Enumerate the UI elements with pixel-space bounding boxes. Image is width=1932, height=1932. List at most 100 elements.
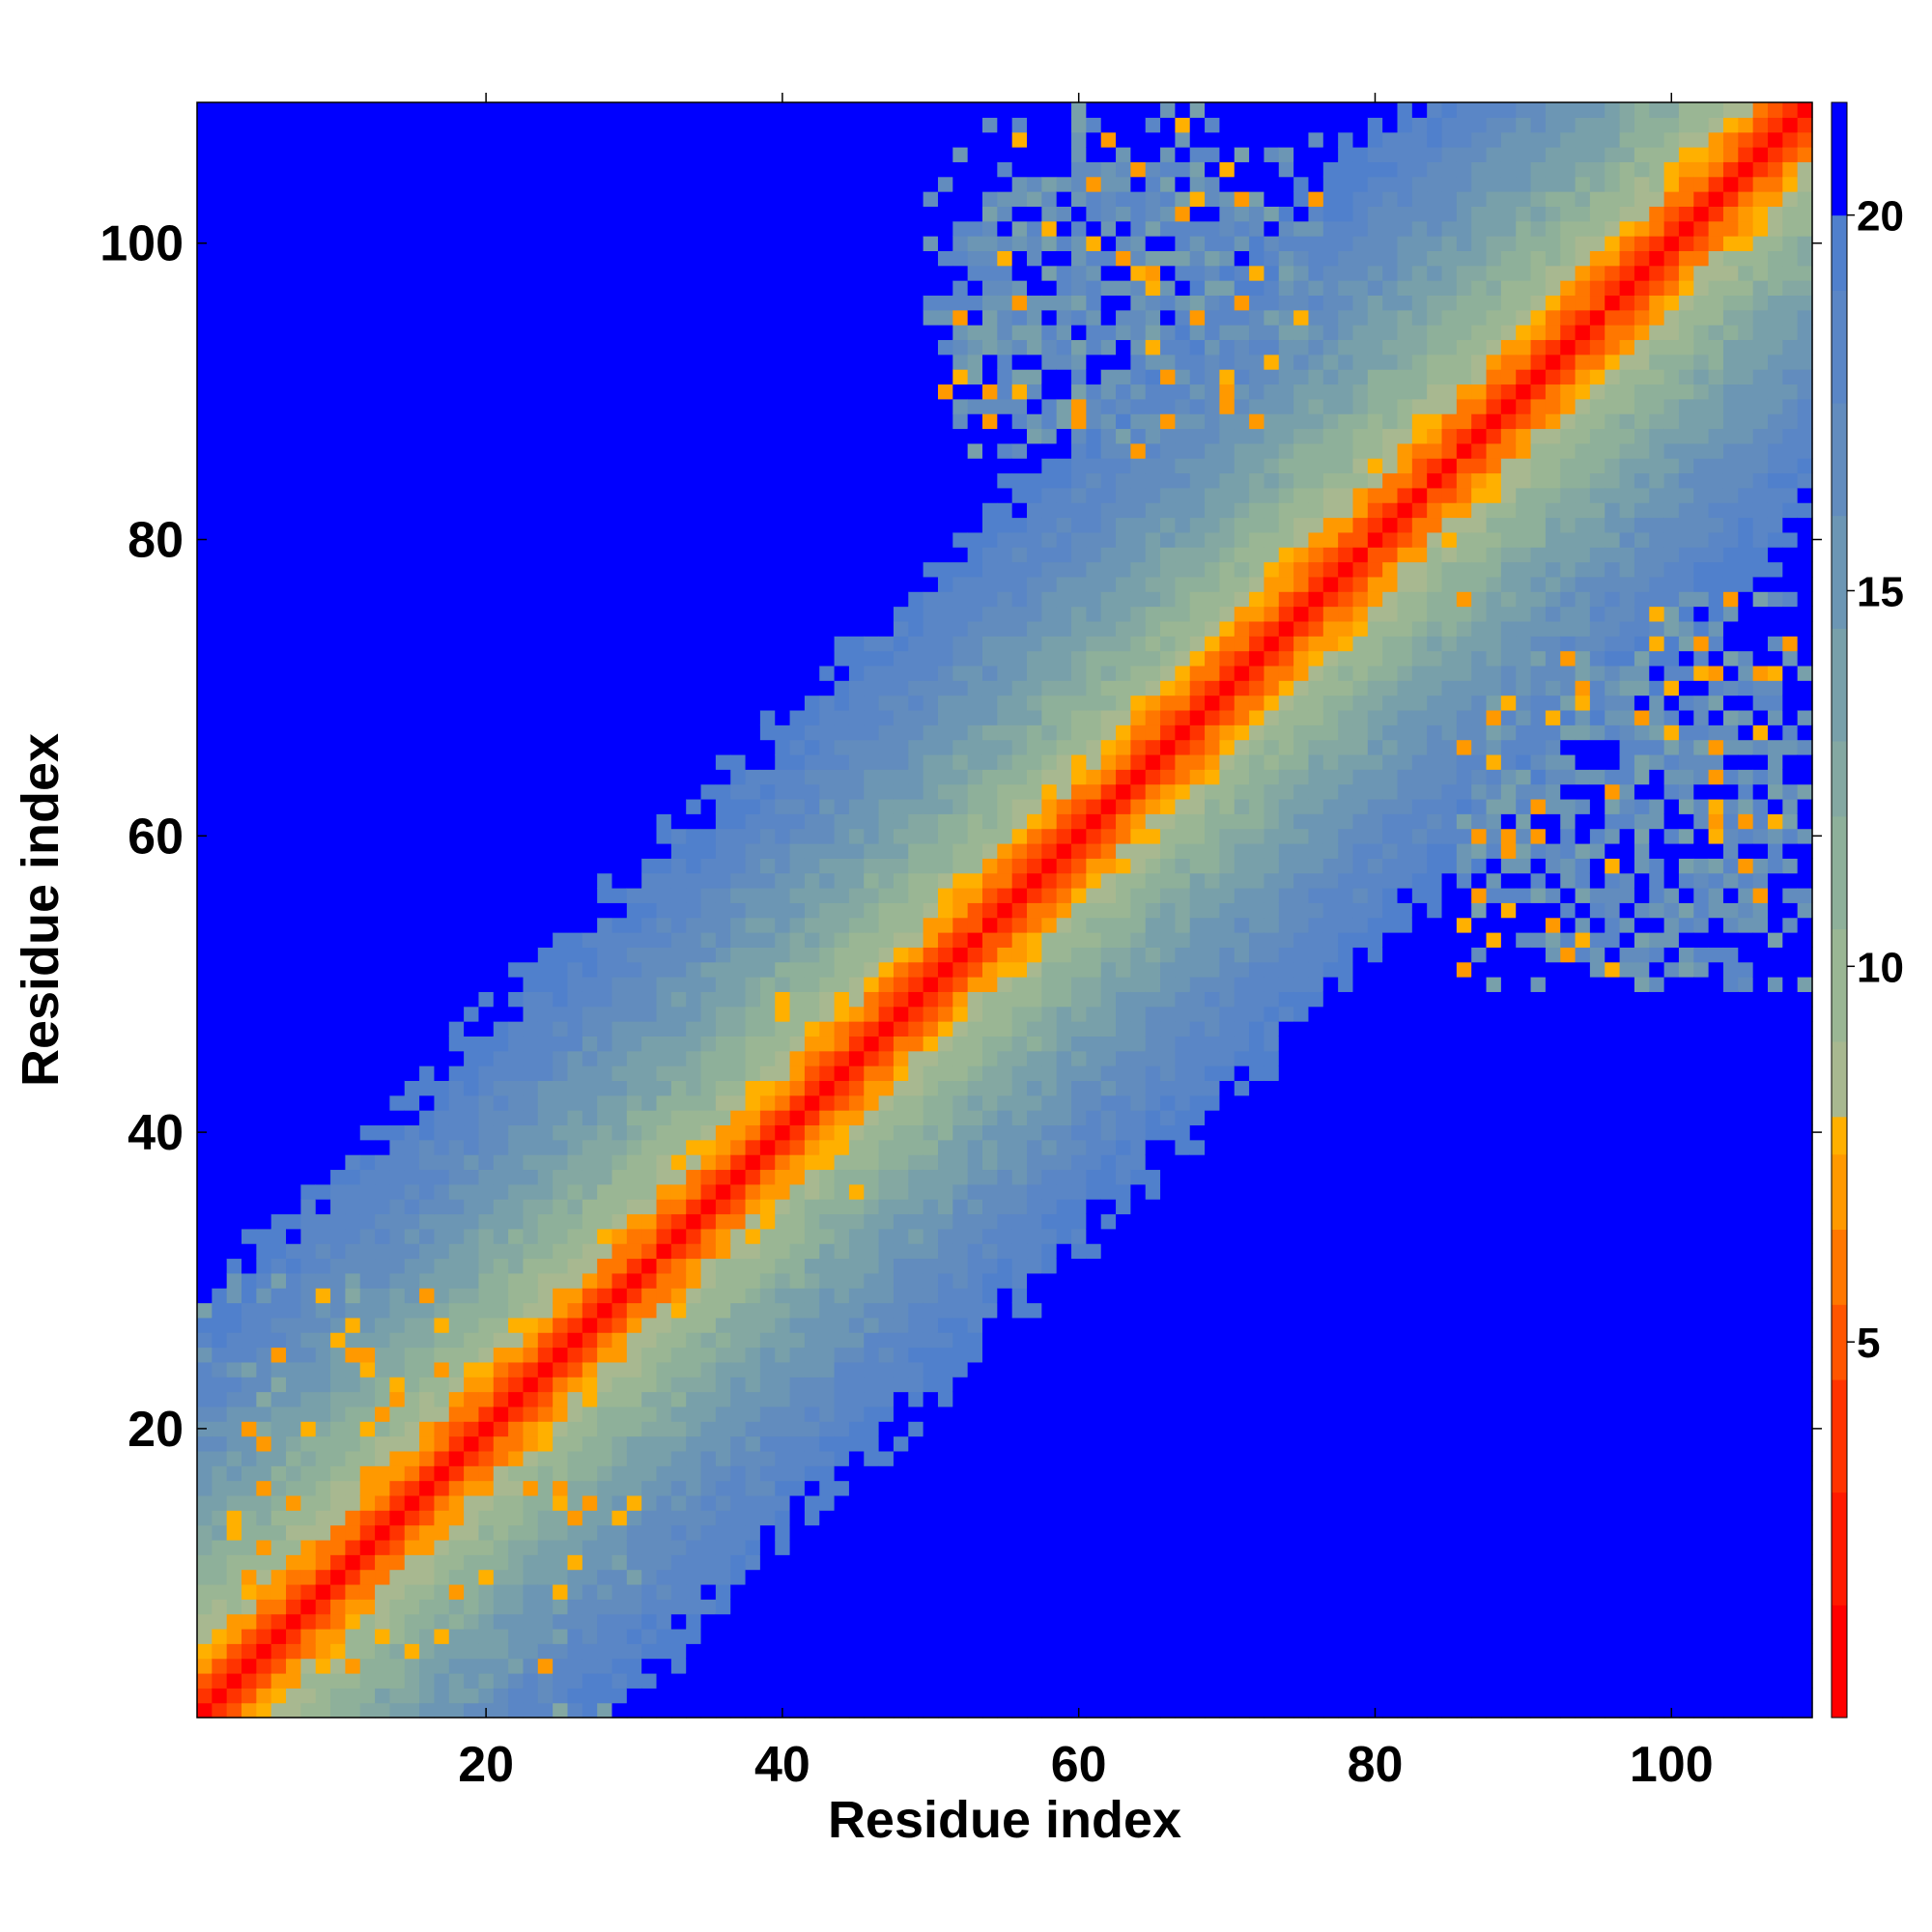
heatmap-cell <box>197 709 213 725</box>
heatmap-cell <box>315 947 331 963</box>
heatmap-cell <box>419 1228 436 1244</box>
heatmap-cell <box>256 1377 272 1393</box>
heatmap-cell <box>242 1347 257 1363</box>
heatmap-cell <box>286 398 301 414</box>
heatmap-cell <box>448 236 465 251</box>
heatmap-cell <box>464 502 480 519</box>
heatmap-cell <box>582 325 598 341</box>
heatmap-cell <box>434 384 450 400</box>
heatmap-cell <box>197 517 213 533</box>
heatmap-cell <box>197 280 213 297</box>
heatmap-cell <box>775 739 791 755</box>
heatmap-cell <box>345 591 361 608</box>
heatmap-cell <box>345 1658 361 1674</box>
heatmap-cell <box>656 161 672 178</box>
heatmap-cell <box>848 576 865 592</box>
heatmap-cell <box>789 309 806 326</box>
heatmap-cell <box>582 813 598 830</box>
heatmap-cell <box>508 369 525 385</box>
heatmap-cell <box>404 1569 420 1585</box>
heatmap-cell <box>448 206 465 222</box>
heatmap-cell <box>478 147 495 162</box>
heatmap-cell <box>523 665 539 681</box>
heatmap-cell <box>389 131 406 148</box>
heatmap-cell <box>553 1347 569 1363</box>
heatmap-cell <box>359 1377 376 1393</box>
heatmap-cell <box>212 147 228 162</box>
heatmap-cell <box>212 1583 228 1600</box>
heatmap-cell <box>359 487 376 503</box>
heatmap-cell <box>226 1702 242 1719</box>
heatmap-cell <box>493 724 509 741</box>
heatmap-cell <box>848 739 865 755</box>
heatmap-cell <box>197 220 213 237</box>
heatmap-cell <box>670 1510 687 1526</box>
heatmap-cell <box>715 650 731 667</box>
heatmap-cell <box>478 117 495 133</box>
heatmap-cell <box>359 1006 376 1022</box>
heatmap-cell <box>656 1450 672 1466</box>
heatmap-cell <box>553 1435 569 1452</box>
heatmap-cell <box>864 1524 880 1541</box>
heatmap-cell <box>537 872 554 889</box>
heatmap-cell <box>448 783 465 800</box>
heatmap-cell <box>508 1435 525 1452</box>
heatmap-cell <box>286 813 301 830</box>
heatmap-cell <box>197 769 213 785</box>
heatmap-cell <box>611 991 628 1008</box>
heatmap-cell <box>567 250 583 267</box>
heatmap-cell <box>567 1036 583 1052</box>
heatmap-cell <box>611 917 628 933</box>
heatmap-cell <box>567 384 583 400</box>
heatmap-cell <box>597 1524 613 1541</box>
heatmap-cell <box>804 1658 820 1674</box>
heatmap-cell <box>419 250 436 267</box>
heatmap-cell <box>375 1465 391 1482</box>
heatmap-cell <box>493 1169 509 1185</box>
heatmap-cell <box>389 1688 406 1704</box>
heatmap-cell <box>464 161 480 178</box>
heatmap-cell <box>864 1021 880 1037</box>
heatmap-cell <box>641 1243 658 1260</box>
heatmap-cell <box>537 398 554 414</box>
heatmap-cell <box>567 1465 583 1482</box>
heatmap-cell <box>493 502 509 519</box>
heatmap-cell <box>212 250 228 267</box>
heatmap-cell <box>345 517 361 533</box>
heatmap-cell <box>434 1317 450 1333</box>
heatmap-cell <box>359 339 376 355</box>
heatmap-cell <box>389 102 406 118</box>
heatmap-cell <box>670 1628 687 1644</box>
heatmap-cell <box>804 606 820 622</box>
heatmap-cell <box>508 1613 525 1630</box>
heatmap-cell <box>226 576 242 592</box>
heatmap-cell <box>804 1613 820 1630</box>
heatmap-cell <box>300 1494 317 1511</box>
heatmap-cell <box>641 650 658 667</box>
heatmap-cell <box>715 1050 731 1066</box>
heatmap-cell <box>804 977 820 992</box>
heatmap-cell <box>375 413 391 430</box>
heatmap-cell <box>315 798 331 814</box>
heatmap-cell <box>834 1302 850 1319</box>
heatmap-cell <box>670 442 687 459</box>
heatmap-cell <box>270 872 287 889</box>
heatmap-cell <box>523 1213 539 1230</box>
heatmap-cell <box>553 1361 569 1378</box>
heatmap-cell <box>759 1347 776 1363</box>
heatmap-cell <box>315 428 331 444</box>
heatmap-cell <box>715 502 731 519</box>
heatmap-cell <box>759 1702 776 1719</box>
heatmap-cell <box>286 561 301 578</box>
heatmap-cell <box>641 1139 658 1155</box>
heatmap-cell <box>626 1124 642 1141</box>
heatmap-cell <box>686 783 702 800</box>
heatmap-cell <box>553 280 569 297</box>
heatmap-cell <box>226 517 242 533</box>
heatmap-cell <box>345 472 361 489</box>
heatmap-cell <box>270 680 287 696</box>
heatmap-cell <box>448 1169 465 1185</box>
heatmap-cell <box>611 636 628 652</box>
heatmap-cell <box>300 1435 317 1452</box>
heatmap-cell <box>256 161 272 178</box>
